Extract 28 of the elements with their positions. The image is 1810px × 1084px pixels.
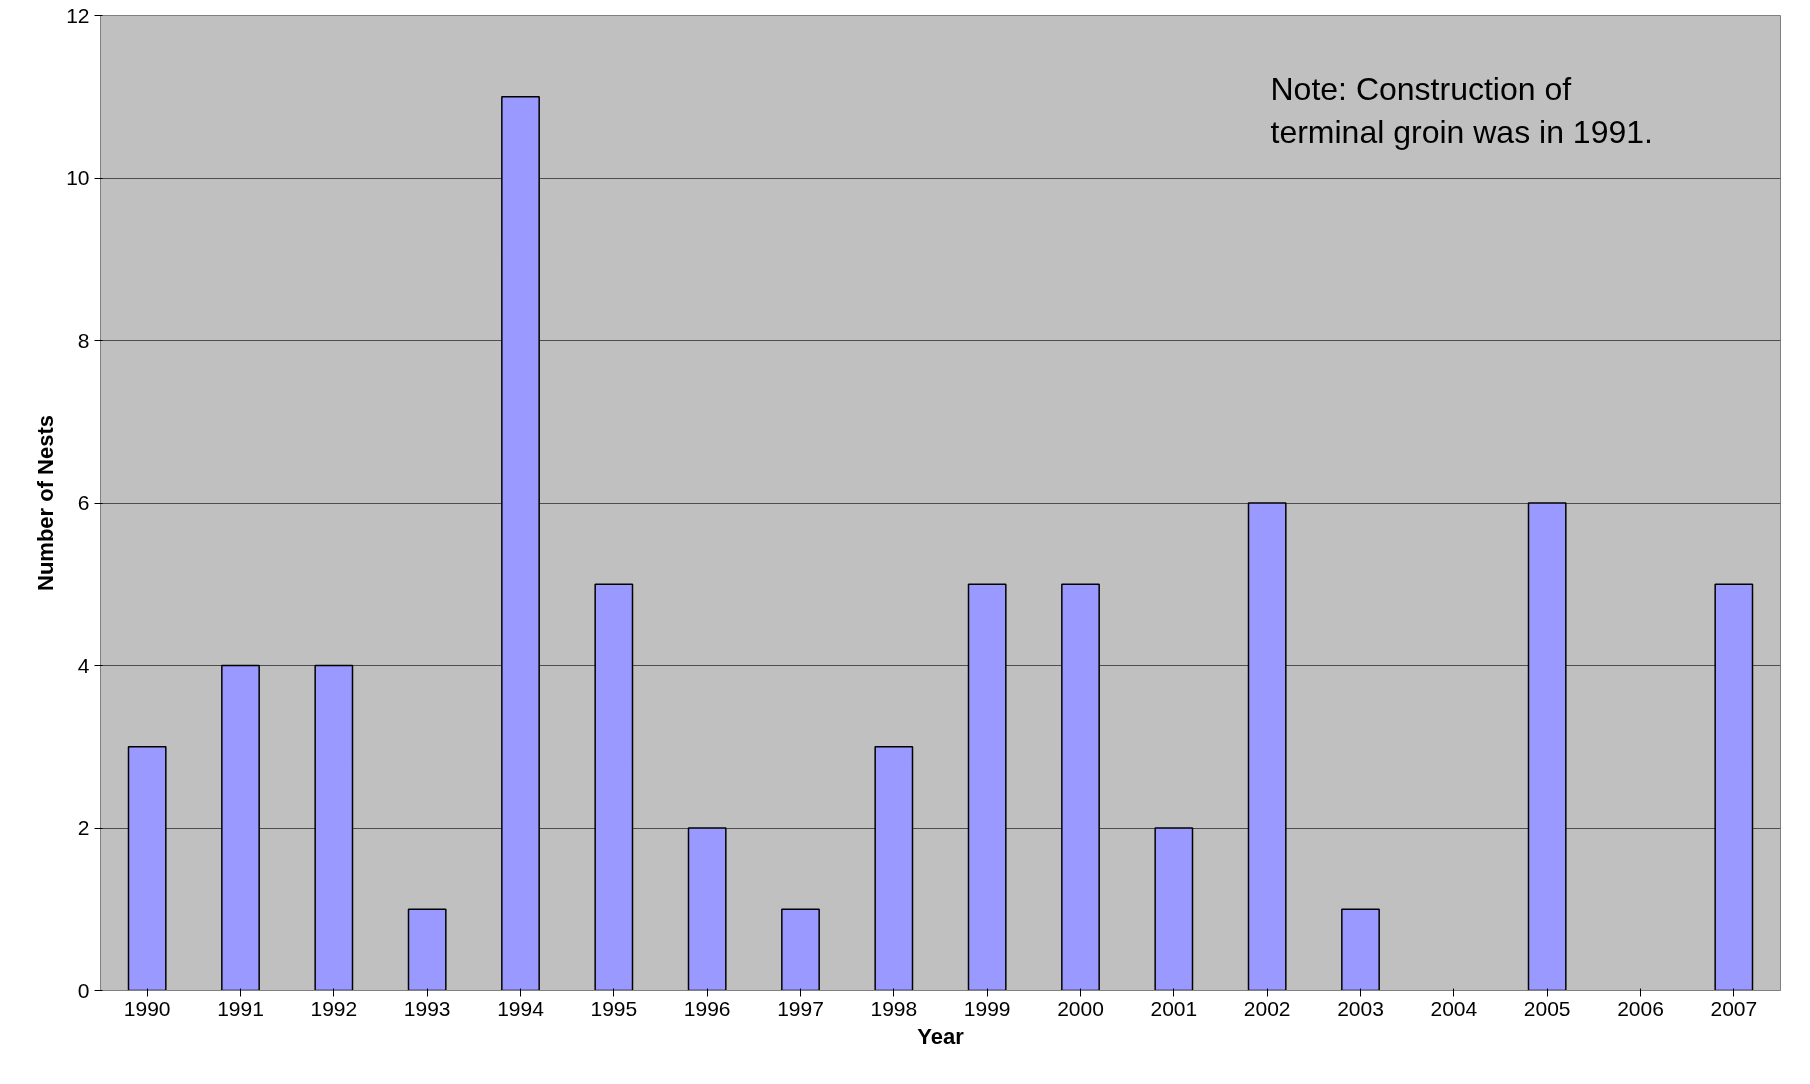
x-tick-label: 2003 bbox=[1337, 996, 1384, 1020]
x-tick-label: 2001 bbox=[1150, 996, 1198, 1020]
x-tick-label: 1998 bbox=[870, 996, 918, 1020]
x-tick-label: 1995 bbox=[590, 996, 638, 1020]
y-tick-label: 8 bbox=[77, 328, 90, 352]
y-tick-label: 2 bbox=[77, 816, 90, 839]
y-tick-label: 10 bbox=[66, 166, 90, 189]
x-tick-label: 1997 bbox=[777, 996, 824, 1020]
y-tick-label: 0 bbox=[77, 978, 90, 1002]
y-tick-label: 4 bbox=[77, 653, 90, 677]
x-tick-label: 2004 bbox=[1430, 996, 1478, 1020]
annotation: Note: Construction of terminal groin was in 1991. bbox=[1270, 70, 1653, 150]
x-tick-label: 1993 bbox=[403, 996, 451, 1020]
x-tick-label: 1992 bbox=[310, 996, 358, 1020]
y-axis-title: Number of Nests bbox=[33, 414, 59, 592]
x-tick-label: 1990 bbox=[123, 996, 171, 1020]
x-tick-label: 2005 bbox=[1523, 996, 1571, 1020]
x-tick-label: 1991 bbox=[217, 996, 264, 1020]
y-tick-label: 6 bbox=[77, 491, 90, 514]
x-axis-title: Year bbox=[917, 1023, 965, 1049]
x-tick-label: 2000 bbox=[1057, 996, 1104, 1020]
x-tick-label: 1994 bbox=[497, 996, 545, 1020]
x-tick-label: 2007 bbox=[1710, 996, 1758, 1020]
x-tick-label: 2002 bbox=[1243, 996, 1291, 1020]
x-tick-label: 1996 bbox=[683, 996, 731, 1020]
y-tick-label: 12 bbox=[66, 3, 90, 27]
x-tick-label: 1999 bbox=[963, 996, 1011, 1020]
x-tick-label: 2006 bbox=[1617, 996, 1664, 1020]
